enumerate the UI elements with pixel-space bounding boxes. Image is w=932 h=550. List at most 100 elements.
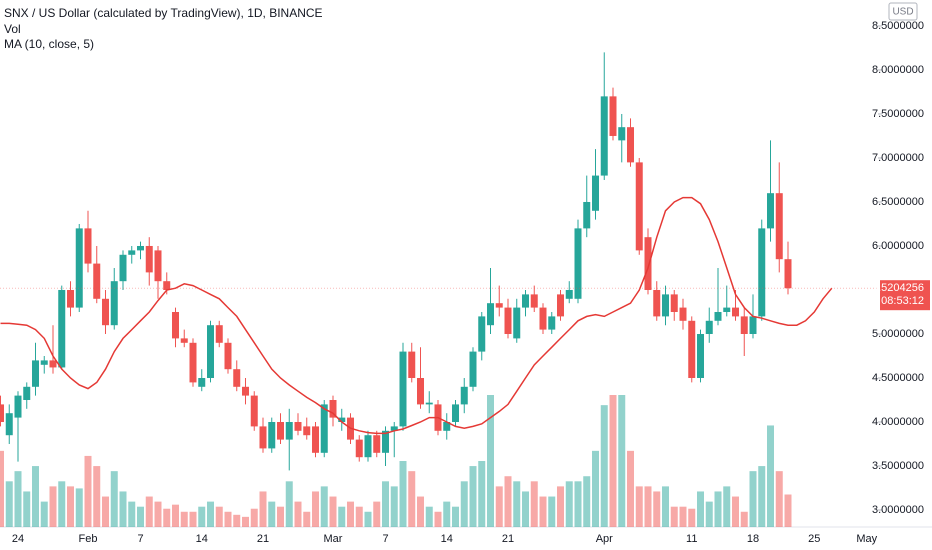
volume-bar [583,476,591,527]
candle-body [513,307,521,339]
candle-body [522,294,529,308]
volume-bar [285,481,293,527]
volume-bar [504,476,512,527]
candle-body [635,162,643,251]
volume-bar [767,425,774,527]
candle-body [583,201,591,229]
candle-body [128,250,136,255]
candle-body [723,307,731,312]
candle-body [259,426,267,449]
x-tick-label: 21 [257,533,269,545]
volume-bar [347,501,354,527]
candle-body [137,245,144,251]
last-price-label: 5.5204256 [872,282,924,294]
candle-body [548,316,556,330]
countdown-label: 08:53:12 [881,295,924,307]
volume-bar [548,496,556,527]
volume-bar [233,514,241,527]
candle-body [163,281,171,290]
volume-bar [320,486,328,527]
volume-bar [469,466,477,527]
volume-bar [119,491,127,527]
volume-bar [259,491,267,527]
candle-body [355,439,363,458]
candle-body [338,417,346,423]
volume-bar [679,506,687,527]
candle-body [189,342,197,383]
volume-bar [93,466,101,527]
currency-box[interactable] [888,2,918,21]
candle-body [714,311,722,321]
volume-bar [303,511,311,527]
volume-bar [0,450,4,527]
candle-body [154,250,162,282]
candle-body [679,307,687,321]
candle-body [242,386,249,396]
volume-bar [294,501,302,527]
volume-bar [705,501,713,527]
volume-bar [495,486,503,527]
candle-body [58,289,66,368]
volume-bar [592,450,599,527]
volume-bar [40,501,48,527]
volume-bar [67,486,74,527]
candle-body [172,311,179,339]
volume-bar [723,486,731,527]
candle-body [320,404,328,453]
currency-label[interactable]: USD [892,7,913,18]
volume-bar [268,501,276,527]
candle-body [775,193,783,260]
candle-body [32,360,39,387]
candle-body [312,426,319,453]
volume-bar [740,511,748,527]
volume-bar [557,486,564,527]
candle-body [268,422,276,449]
candle-body [767,193,774,229]
candle-body [364,435,372,458]
candle-body [5,413,13,436]
candle-body [688,320,696,379]
candle-body [399,351,407,427]
candle-body [294,422,302,431]
y-tick-label: 7.0000000 [872,152,924,164]
candle-body [618,127,626,141]
volume-bar [635,486,643,527]
candle-body [644,237,652,290]
x-tick-label: 14 [441,533,453,545]
volume-bar [539,496,547,527]
volume-bar [58,481,66,527]
candle-body [443,422,451,431]
volume-bar [250,508,258,527]
x-tick-label: Feb [79,533,98,545]
candle-body [732,307,739,317]
candle-body [67,289,74,308]
candle-body [565,289,573,299]
y-tick-label: 4.5000000 [872,372,924,384]
y-tick-label: 3.0000000 [872,504,924,516]
candle-body [784,259,792,289]
candle-body [670,294,678,312]
candle-body [487,303,494,326]
volume-bar [732,496,739,527]
volume-bar [565,481,573,527]
volume-bar [198,506,206,527]
candle-body [600,96,608,176]
volume-bar [513,481,521,527]
volume-bar [14,471,22,527]
volume-bar [355,506,363,527]
volume-bar [207,501,214,527]
candle-body [119,254,127,282]
x-tick-label: Mar [324,533,343,545]
volume-bar [530,481,538,527]
volume-bar [688,508,696,527]
candle-body [145,245,153,273]
candle-body [478,316,486,352]
x-tick-label: May [856,533,877,545]
candle-body [102,298,109,326]
indicator-label: Vol [4,22,21,36]
last-price-box [880,280,930,311]
volume-bar [408,471,416,527]
candle-body [373,435,381,453]
volume-bar [399,461,407,527]
candle-body [14,395,22,418]
